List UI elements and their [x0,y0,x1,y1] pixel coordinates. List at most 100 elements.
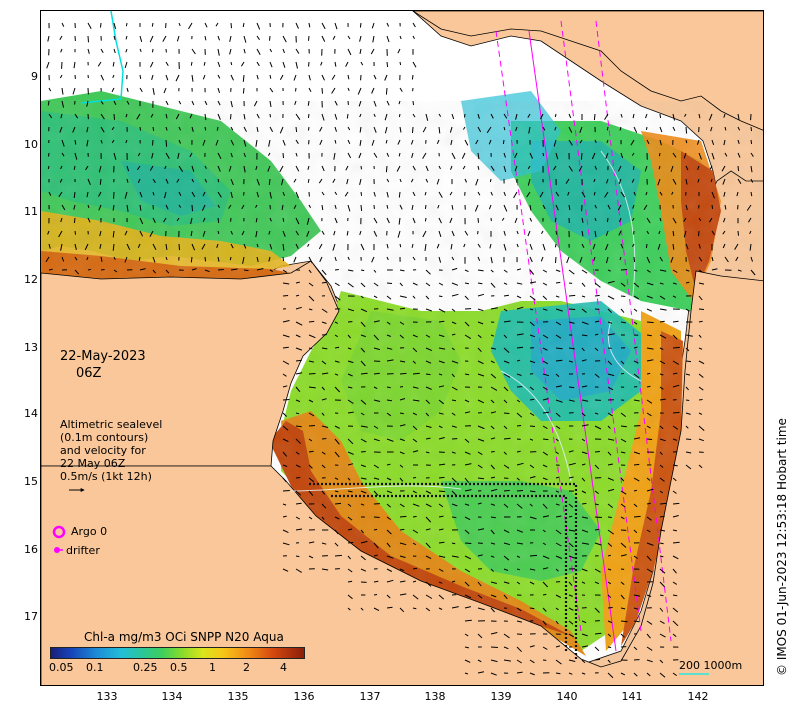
velocity-arrow [399,451,405,455]
velocity-arrow [503,282,508,285]
velocity-arrow [555,438,559,442]
velocity-arrow [334,516,340,520]
velocity-arrow [113,113,115,120]
velocity-arrow [295,126,298,133]
velocity-arrow [464,542,472,544]
map-panel[interactable] [40,10,764,686]
velocity-arrow [529,581,535,585]
velocity-arrow [555,321,562,326]
velocity-arrow [529,503,533,507]
velocity-arrow [529,568,536,571]
velocity-arrow [633,451,640,455]
velocity-arrow [607,204,611,210]
velocity-arrow [386,399,392,402]
x-tick: 134 [161,690,183,703]
velocity-arrow [139,230,144,237]
velocity-arrow [399,243,402,248]
velocity-arrow [360,191,363,196]
velocity-arrow [72,126,76,133]
velocity-arrow [526,191,531,198]
velocity-arrow [334,425,340,429]
velocity-arrow [359,230,362,235]
velocity-arrow [568,620,574,625]
depth-scale-bar [679,673,709,675]
velocity-arrow [581,659,586,664]
velocity-arrow [515,113,518,120]
velocity-arrow [581,645,588,648]
velocity-arrow [464,438,470,443]
velocity-arrow [568,360,573,363]
velocity-arrow [333,152,336,160]
velocity-arrow [126,165,130,172]
velocity-arrow [503,464,510,469]
velocity-arrow [282,503,287,506]
velocity-arrow [98,204,102,211]
velocity-arrow [568,607,574,611]
velocity-arrow [152,256,156,263]
velocity-arrow [659,464,664,468]
velocity-arrow [282,269,288,273]
velocity-arrow [490,451,495,453]
velocity-arrow [659,633,666,638]
velocity-arrow [672,126,676,132]
velocity-arrow [477,334,482,339]
velocity-arrow [165,100,169,106]
velocity-arrow [555,672,561,675]
velocity-arrow [48,191,52,196]
velocity-arrow [529,516,537,520]
velocity-arrow [165,243,168,250]
velocity-arrow [191,243,196,251]
velocity-arrow [256,268,264,271]
velocity-arrow [319,126,323,132]
velocity-arrow [85,165,89,171]
velocity-arrow [542,555,550,560]
velocity-arrow [295,438,301,444]
velocity-arrow [319,256,323,263]
velocity-arrow [308,334,316,339]
velocity-arrow [151,74,154,80]
velocity-arrow [503,529,510,534]
velocity-arrow [555,555,562,559]
velocity-arrow [139,74,142,79]
velocity-arrow [242,256,245,264]
velocity-arrow [438,126,441,134]
velocity-arrow [568,672,573,675]
velocity-arrow [477,528,485,531]
velocity-arrow [490,488,498,492]
velocity-arrow [243,165,246,173]
velocity-arrow [74,230,76,235]
velocity-arrow [308,87,312,92]
velocity-arrow [152,87,155,95]
velocity-arrow [659,438,666,442]
velocity-arrow [386,217,390,224]
velocity-arrow [411,204,414,210]
velocity-arrow [321,503,327,509]
velocity-arrow [152,217,156,224]
colorbar-tick: 0.25 [133,661,158,674]
velocity-arrow [529,438,534,441]
velocity-arrow [99,243,102,249]
velocity-arrow [47,165,50,170]
velocity-arrow [165,204,169,210]
velocity-arrow [490,269,494,273]
velocity-arrow [308,450,314,453]
velocity-arrow [633,269,638,272]
velocity-arrow [581,347,585,352]
velocity-arrow [152,139,154,146]
velocity-arrow [152,243,157,251]
velocity-arrow [659,477,665,482]
velocity-arrow [646,372,651,375]
velocity-arrow [555,347,563,350]
velocity-arrow [412,334,418,338]
velocity-arrow [412,412,418,416]
velocity-arrow [334,321,339,324]
velocity-arrow [191,268,197,271]
velocity-arrow [529,308,534,311]
velocity-arrow [295,87,297,92]
velocity-arrow [513,191,518,199]
velocity-arrow [451,360,459,364]
velocity-arrow [347,555,351,560]
velocity-arrow [581,542,589,545]
velocity-arrow [555,476,560,479]
velocity-arrow [113,48,116,54]
